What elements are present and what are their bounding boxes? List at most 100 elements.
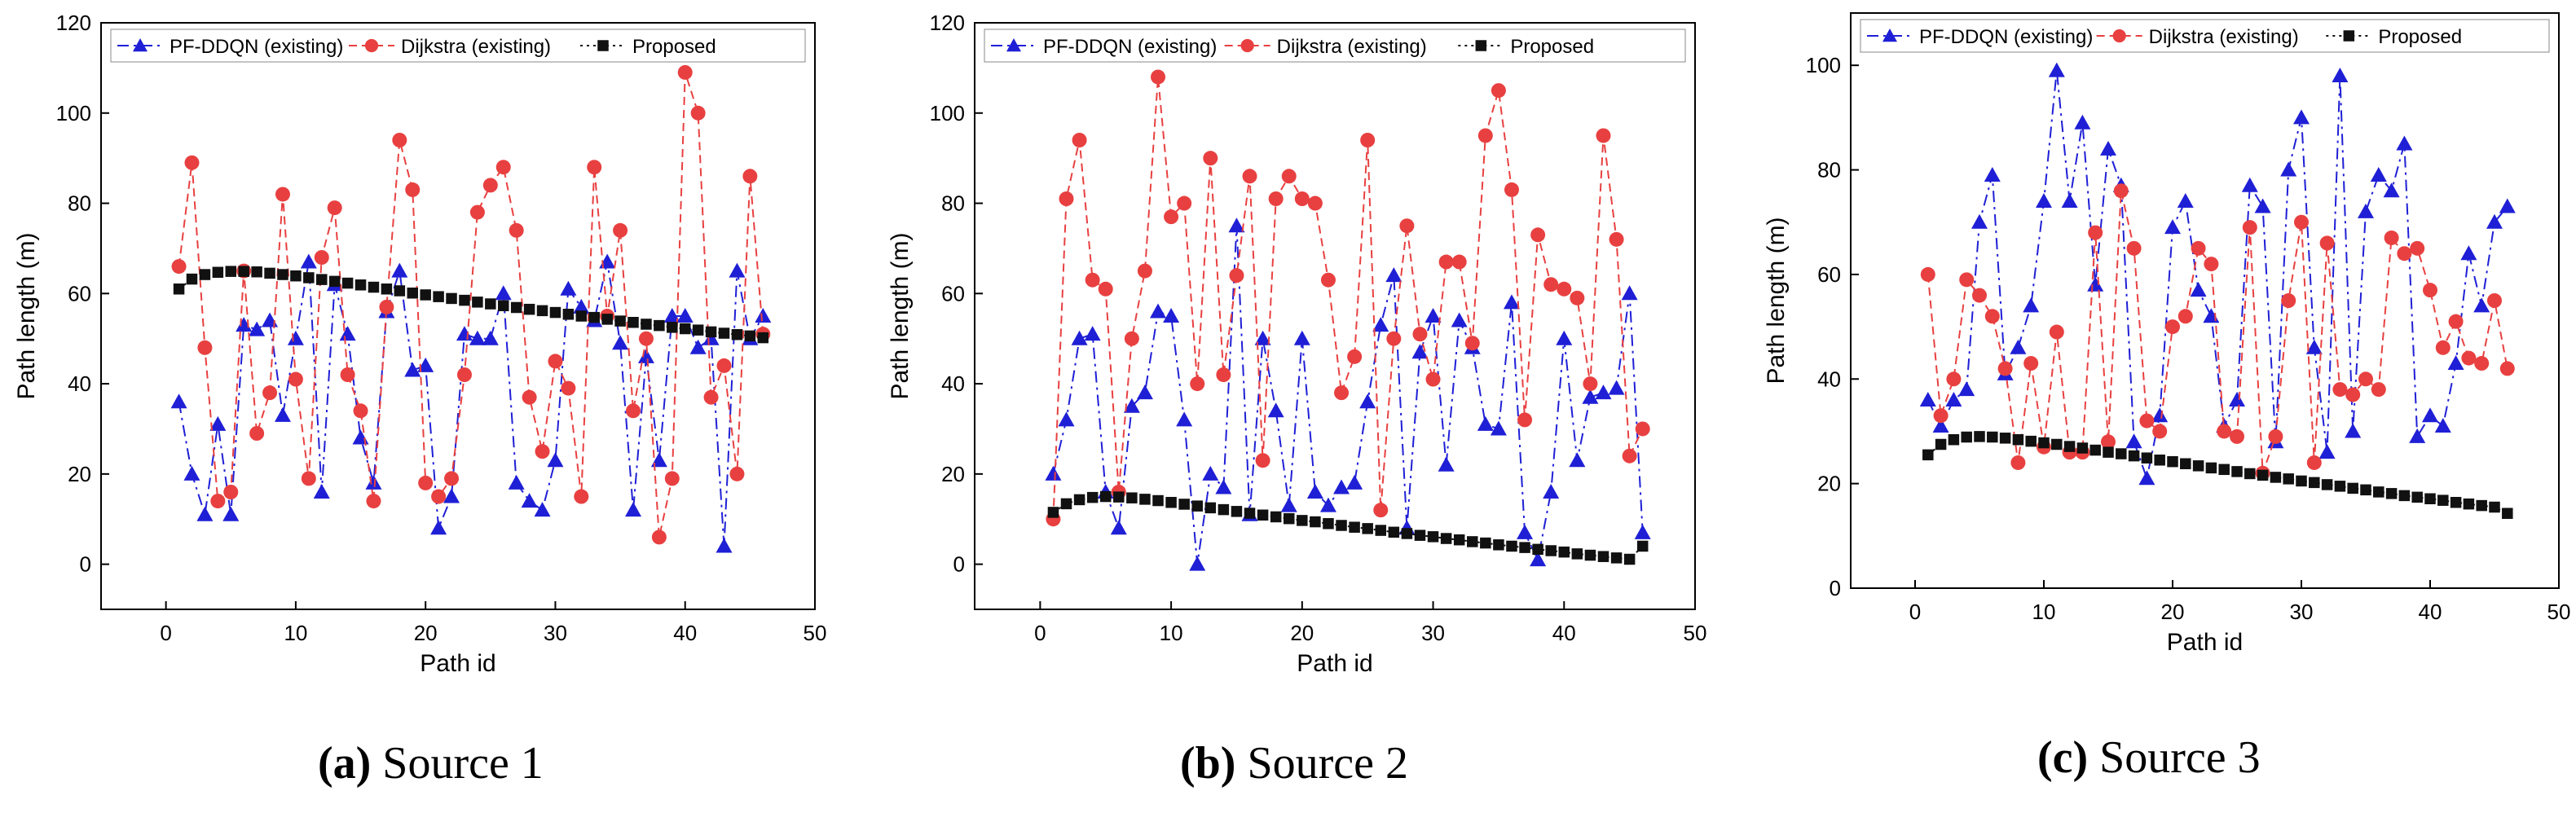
- data-point-series-2: [2474, 356, 2490, 371]
- data-point-series-3: [1571, 548, 1583, 560]
- data-point-series-3: [1231, 506, 1243, 517]
- data-point-series-1: [1189, 556, 1206, 571]
- data-point-series-3: [1922, 449, 1934, 461]
- data-point-series-2: [301, 471, 316, 486]
- data-point-series-1: [1359, 393, 1376, 409]
- data-point-series-3: [1218, 503, 1230, 516]
- data-point-series-2: [262, 385, 278, 401]
- series-line-1: [1926, 70, 2508, 481]
- data-point-series-3: [1310, 516, 1321, 528]
- x-tick-label: 0: [1034, 621, 1046, 645]
- data-point-series-1: [547, 452, 564, 468]
- legend-marker: [1240, 38, 1254, 53]
- data-point-series-2: [2217, 424, 2232, 439]
- data-point-series-3: [1126, 492, 1138, 503]
- data-point-series-3: [1297, 515, 1308, 526]
- data-point-series-3: [575, 310, 588, 322]
- data-point-series-1: [625, 502, 642, 517]
- data-point-series-2: [2101, 434, 2116, 450]
- data-point-series-1: [1477, 415, 1494, 431]
- data-point-series-1: [1411, 344, 1429, 359]
- data-point-series-1: [236, 317, 253, 332]
- data-point-series-2: [651, 530, 667, 545]
- data-point-series-1: [2422, 407, 2438, 423]
- series-line-2: [1052, 77, 1644, 520]
- data-point-series-1: [2447, 355, 2464, 371]
- data-point-series-1: [443, 488, 460, 503]
- data-point-series-1: [1280, 497, 1297, 512]
- plot-frame: [1850, 12, 2560, 589]
- legend-entry: PF-DDQN (existing): [1919, 26, 2093, 48]
- data-point-series-2: [1984, 309, 2000, 324]
- data-point-series-3: [705, 326, 717, 338]
- legend-entry: Proposed: [632, 36, 716, 58]
- data-point-series-2: [197, 340, 213, 355]
- data-point-series-2: [1334, 385, 1350, 401]
- data-point-series-2: [1373, 503, 1389, 518]
- data-point-series-1: [1503, 294, 1520, 310]
- data-point-series-2: [1477, 128, 1493, 143]
- data-point-series-2: [1425, 371, 1441, 387]
- data-point-series-1: [1971, 213, 1988, 229]
- data-point-series-1: [1438, 456, 1455, 472]
- chart-panel-a: 0 10 20 30 40 50 0 20 40 60 80 100 120 Path id Path le…: [13, 11, 826, 789]
- data-point-series-3: [2089, 444, 2101, 456]
- data-point-series-2: [1085, 272, 1100, 288]
- data-point-series-1: [2396, 135, 2413, 151]
- data-point-series-3: [2437, 494, 2449, 506]
- y-tick-label: 40: [1817, 367, 1841, 391]
- data-point-series-2: [729, 466, 745, 481]
- data-point-series-2: [1491, 83, 1506, 99]
- data-point-series-1: [1306, 484, 1323, 499]
- x-tick-label: 30: [2290, 600, 2314, 624]
- data-point-series-3: [277, 269, 288, 280]
- x-tick-label: 30: [1421, 621, 1445, 645]
- data-point-series-3: [536, 305, 548, 317]
- y-tick-label: 40: [941, 371, 965, 396]
- data-point-series-1: [2138, 470, 2155, 486]
- data-point-series-1: [2061, 193, 2078, 209]
- x-tick-label: 40: [673, 621, 697, 645]
- data-point-series-1: [755, 308, 772, 323]
- data-point-series-3: [1414, 530, 1426, 541]
- data-point-series-3: [2205, 462, 2217, 474]
- data-point-series-1: [495, 285, 512, 301]
- data-point-series-1: [1569, 452, 1586, 468]
- data-point-series-3: [459, 294, 470, 306]
- data-point-series-1: [1058, 411, 1075, 427]
- data-point-series-2: [2204, 257, 2219, 272]
- data-point-series-2: [716, 358, 732, 373]
- data-point-series-1: [196, 506, 214, 521]
- x-tick-label: 0: [1909, 600, 1921, 624]
- x-tick-label: 20: [1290, 621, 1314, 645]
- data-point-series-1: [2190, 282, 2207, 297]
- x-tick-label: 10: [1160, 621, 1183, 645]
- data-point-series-2: [327, 200, 342, 216]
- data-point-series-2: [1347, 349, 1363, 364]
- caption-text: Source 2: [1235, 738, 1408, 789]
- data-point-series-1: [637, 348, 654, 363]
- data-point-series-3: [523, 303, 535, 315]
- data-point-series-3: [2411, 491, 2423, 503]
- data-point-series-2: [1320, 272, 1336, 288]
- data-point-series-3: [2167, 455, 2178, 468]
- data-point-series-2: [379, 299, 394, 314]
- data-point-series-2: [482, 178, 498, 193]
- data-point-series-1: [2499, 198, 2516, 213]
- data-point-series-3: [381, 283, 393, 295]
- data-point-series-3: [2154, 455, 2165, 466]
- data-point-series-2: [2126, 240, 2142, 256]
- data-point-series-1: [1634, 524, 1651, 539]
- data-point-series-2: [431, 489, 447, 504]
- data-point-series-3: [485, 298, 496, 310]
- data-point-series-1: [1215, 479, 1232, 494]
- data-point-series-3: [614, 315, 626, 327]
- x-tick-label: 50: [1684, 621, 1707, 645]
- data-point-series-3: [1597, 551, 1609, 562]
- data-point-series-2: [2191, 240, 2206, 256]
- y-tick-label: 60: [941, 281, 965, 305]
- data-point-series-3: [601, 314, 613, 325]
- data-point-series-3: [1349, 521, 1360, 533]
- y-tick-label: 120: [930, 11, 965, 35]
